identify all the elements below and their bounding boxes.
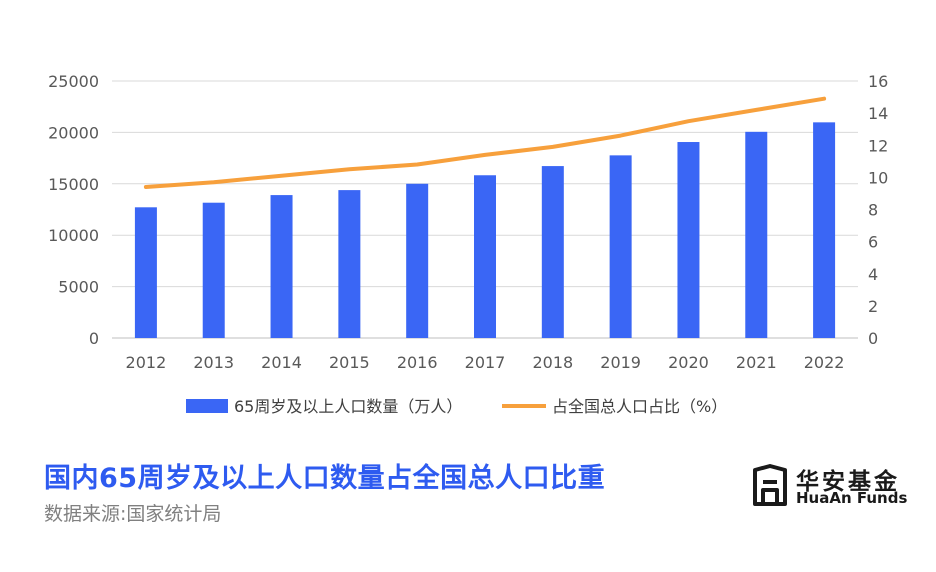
bar bbox=[270, 195, 293, 338]
x-tick-label: 2016 bbox=[397, 353, 438, 372]
y-right-tick-label: 0 bbox=[868, 329, 878, 348]
logo-english-name: HuaAn Funds bbox=[796, 489, 908, 507]
x-tick-label: 2013 bbox=[193, 353, 234, 372]
bar bbox=[338, 190, 361, 338]
y-left-tick-label: 20000 bbox=[48, 123, 99, 142]
x-tick-label: 2015 bbox=[329, 353, 370, 372]
x-tick-label: 2019 bbox=[600, 353, 641, 372]
y-right-tick-label: 2 bbox=[868, 297, 878, 316]
huaan-logo-mark-icon bbox=[753, 464, 787, 506]
y-left-tick-label: 15000 bbox=[48, 175, 99, 194]
y-right-tick-label: 14 bbox=[868, 104, 888, 123]
bar bbox=[745, 131, 768, 338]
x-tick-label: 2018 bbox=[532, 353, 573, 372]
bar bbox=[406, 183, 429, 338]
bar bbox=[474, 175, 496, 338]
y-left-tick-label: 25000 bbox=[48, 72, 99, 91]
y-right-tick-label: 10 bbox=[868, 168, 888, 187]
line-series bbox=[143, 96, 827, 189]
x-tick-label: 2017 bbox=[465, 353, 506, 372]
bar bbox=[202, 202, 225, 338]
y-axis-left: 0 5000 10000 15000 20000 25000 bbox=[48, 72, 99, 348]
x-axis: 2012 2013 2014 2015 2016 2017 2018 2019 2020 2021… bbox=[126, 353, 845, 372]
bar bbox=[134, 207, 157, 338]
y-left-tick-label: 0 bbox=[89, 329, 99, 348]
y-right-tick-label: 4 bbox=[868, 265, 878, 284]
y-left-tick-label: 10000 bbox=[48, 226, 99, 245]
bar bbox=[813, 122, 836, 338]
legend: 65周岁及以上人口数量（万人） 占全国总人口占比（%） bbox=[186, 397, 727, 416]
huaan-logo: 华安基金 HuaAn Funds bbox=[752, 462, 922, 512]
bar-series bbox=[134, 122, 836, 338]
x-tick-label: 2022 bbox=[804, 353, 845, 372]
x-tick-label: 2020 bbox=[668, 353, 709, 372]
data-source: 数据来源:国家统计局 bbox=[44, 503, 222, 525]
x-tick-label: 2012 bbox=[126, 353, 167, 372]
line-path bbox=[143, 96, 827, 189]
x-tick-label: 2014 bbox=[261, 353, 302, 372]
legend-bar-label: 65周岁及以上人口数量（万人） bbox=[234, 397, 462, 416]
y-left-tick-label: 5000 bbox=[58, 278, 99, 297]
legend-line-label: 占全国总人口占比（%） bbox=[552, 397, 727, 416]
legend-bar-swatch bbox=[186, 399, 228, 413]
bar bbox=[609, 155, 632, 338]
chart: 2012 2013 2014 2015 2016 2017 2018 2019 2020 2021… bbox=[48, 72, 888, 416]
y-right-tick-label: 12 bbox=[868, 136, 888, 155]
logo-chinese-name: 华安基金 bbox=[796, 469, 900, 495]
y-axis-right: 0 2 4 6 8 10 12 14 16 bbox=[868, 72, 888, 348]
chart-title: 国内65周岁及以上人口数量占全国总人口比重 bbox=[44, 463, 606, 494]
y-right-tick-label: 6 bbox=[868, 233, 878, 252]
bar bbox=[677, 142, 700, 338]
y-right-tick-label: 16 bbox=[868, 72, 888, 91]
x-tick-label: 2021 bbox=[736, 353, 777, 372]
y-right-tick-label: 8 bbox=[868, 201, 878, 220]
bar bbox=[541, 166, 564, 338]
